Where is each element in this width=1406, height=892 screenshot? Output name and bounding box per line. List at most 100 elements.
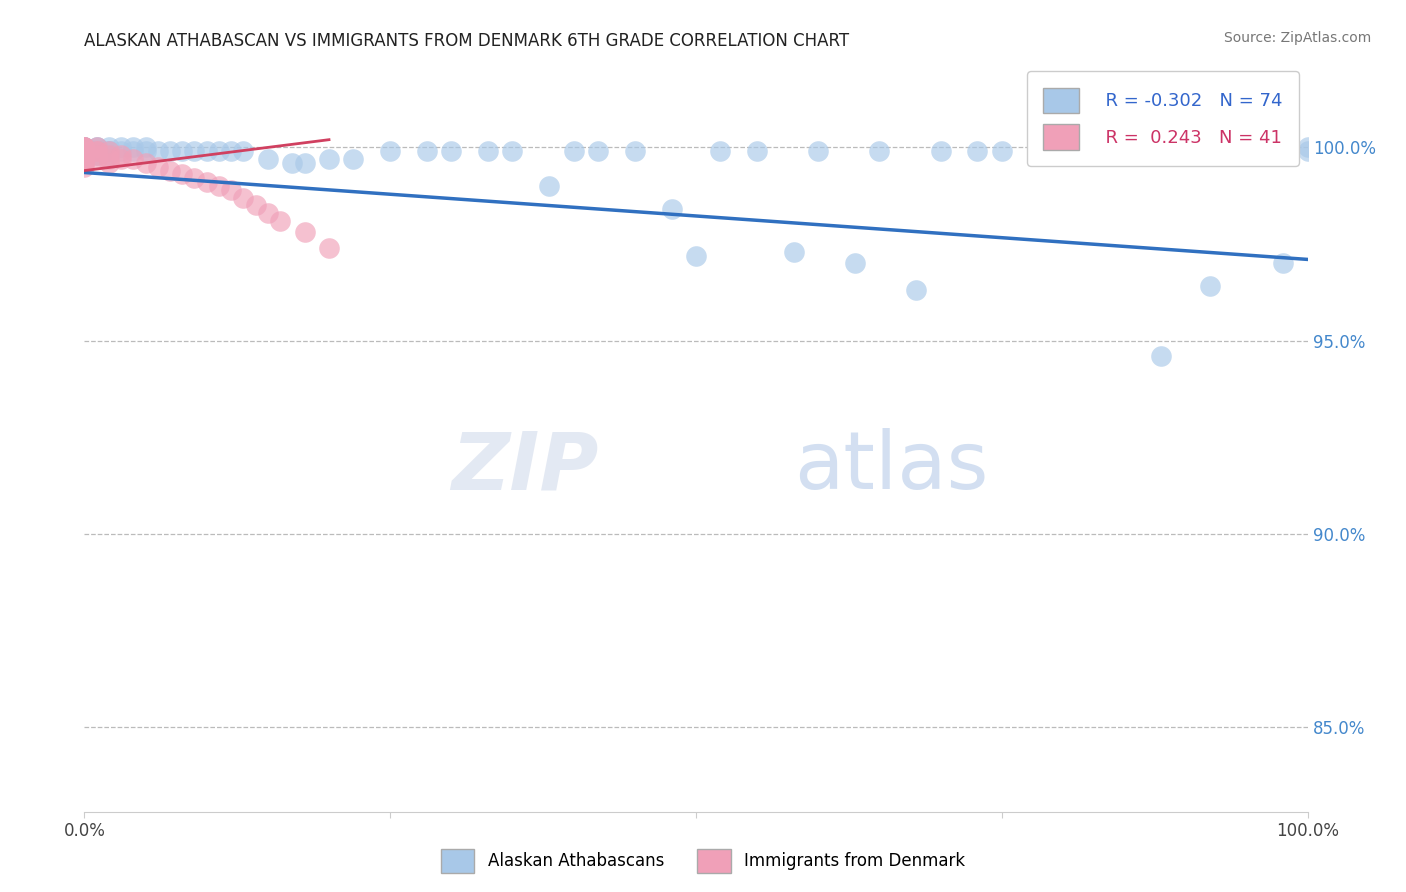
Point <box>245 198 267 212</box>
Point <box>97 152 120 166</box>
Point <box>1052 145 1074 159</box>
Point <box>86 140 108 154</box>
Point <box>86 145 108 159</box>
Point <box>281 156 304 170</box>
Point <box>73 148 96 162</box>
Point <box>73 148 96 162</box>
Point <box>294 156 316 170</box>
Point <box>97 148 120 162</box>
Point <box>73 145 96 159</box>
Point <box>146 160 169 174</box>
Point <box>1198 279 1220 293</box>
Point <box>586 145 609 159</box>
Point <box>1296 140 1319 154</box>
Point <box>122 145 145 159</box>
Point <box>195 145 218 159</box>
Point <box>73 140 96 154</box>
Point <box>110 148 132 162</box>
Point <box>122 140 145 154</box>
Point <box>73 140 96 154</box>
Point <box>269 214 291 228</box>
Point <box>685 248 707 262</box>
Point <box>562 145 585 159</box>
Point <box>440 145 463 159</box>
Point <box>86 152 108 166</box>
Point <box>73 140 96 154</box>
Point <box>73 152 96 166</box>
Point <box>110 152 132 166</box>
Point <box>73 148 96 162</box>
Point <box>97 145 120 159</box>
Point <box>97 148 120 162</box>
Point <box>146 145 169 159</box>
Text: atlas: atlas <box>794 428 988 506</box>
Point <box>73 140 96 154</box>
Point <box>73 140 96 154</box>
Point <box>110 140 132 154</box>
Point <box>172 145 194 159</box>
Point <box>73 145 96 159</box>
Point <box>86 148 108 162</box>
Point <box>232 191 254 205</box>
Point <box>380 145 402 159</box>
Point <box>86 145 108 159</box>
Point <box>219 145 242 159</box>
Point <box>135 156 157 170</box>
Point <box>905 283 928 297</box>
Point <box>73 145 96 159</box>
Point <box>747 145 769 159</box>
Point <box>86 140 108 154</box>
Point <box>73 148 96 162</box>
Point <box>86 145 108 159</box>
Point <box>86 145 108 159</box>
Point <box>232 145 254 159</box>
Point <box>208 145 231 159</box>
Point <box>208 179 231 194</box>
Point <box>416 145 439 159</box>
Point <box>73 156 96 170</box>
Point <box>86 145 108 159</box>
Point <box>991 145 1014 159</box>
Point <box>929 145 952 159</box>
Point <box>73 156 96 170</box>
Text: Source: ZipAtlas.com: Source: ZipAtlas.com <box>1223 31 1371 45</box>
Text: ZIP: ZIP <box>451 428 598 506</box>
Point <box>1296 145 1319 159</box>
Point <box>1150 349 1173 363</box>
Point <box>159 145 181 159</box>
Point <box>1028 145 1050 159</box>
Point <box>1114 145 1136 159</box>
Point <box>709 145 731 159</box>
Point <box>1088 145 1111 159</box>
Point <box>1272 256 1295 270</box>
Point <box>502 145 524 159</box>
Point <box>110 145 132 159</box>
Point <box>844 256 866 270</box>
Point <box>73 152 96 166</box>
Point <box>966 145 988 159</box>
Point <box>73 145 96 159</box>
Point <box>97 145 120 159</box>
Point <box>1260 145 1282 159</box>
Point <box>257 206 280 220</box>
Point <box>1236 145 1258 159</box>
Point <box>661 202 683 217</box>
Point <box>73 145 96 159</box>
Point <box>86 140 108 154</box>
Point <box>538 179 561 194</box>
Point <box>624 145 647 159</box>
Point <box>807 145 830 159</box>
Point <box>195 175 218 189</box>
Point <box>257 152 280 166</box>
Point <box>97 140 120 154</box>
Point <box>783 244 806 259</box>
Legend:   R = -0.302   N = 74,   R =  0.243   N = 41: R = -0.302 N = 74, R = 0.243 N = 41 <box>1026 71 1299 166</box>
Point <box>318 152 340 166</box>
Point <box>86 148 108 162</box>
Point <box>342 152 364 166</box>
Point <box>477 145 499 159</box>
Point <box>318 241 340 255</box>
Point <box>183 171 205 186</box>
Point <box>159 163 181 178</box>
Point <box>219 183 242 197</box>
